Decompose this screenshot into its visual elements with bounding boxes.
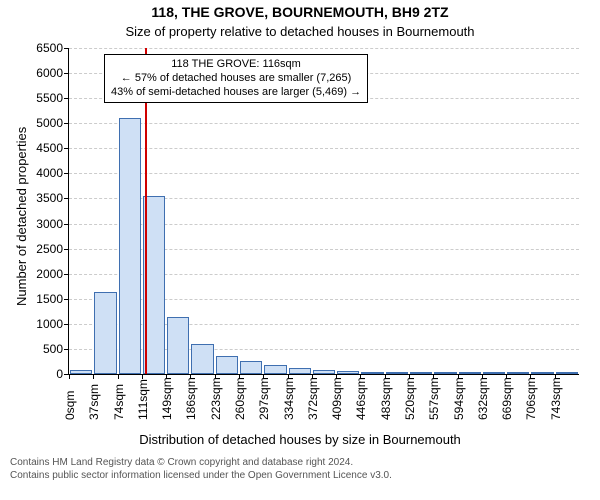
y-tick-label: 500 [43, 342, 69, 356]
histogram-bar [167, 317, 189, 374]
y-tick-label: 4000 [36, 166, 69, 180]
y-tick-label: 1000 [36, 317, 69, 331]
y-tick-label: 6000 [36, 66, 69, 80]
x-tick-label: 297sqm [257, 377, 271, 420]
histogram-bar [264, 365, 286, 374]
x-tick-label: 37sqm [87, 384, 101, 420]
histogram-bar [483, 372, 505, 374]
x-tick-label: 706sqm [524, 377, 538, 420]
x-tick-mark [93, 374, 94, 379]
x-tick-label: 223sqm [209, 377, 223, 420]
x-tick-label: 74sqm [112, 384, 126, 420]
histogram-bar [361, 372, 383, 374]
x-tick-label: 743sqm [549, 377, 563, 420]
footer-line: Contains HM Land Registry data © Crown c… [10, 456, 392, 469]
x-tick-label: 149sqm [160, 377, 174, 420]
histogram-bar [70, 370, 92, 375]
x-tick-mark [69, 374, 70, 379]
histogram-bar [313, 370, 335, 374]
annotation-line: ← 57% of detached houses are smaller (7,… [111, 72, 361, 86]
x-tick-label: 0sqm [63, 391, 77, 420]
y-tick-label: 2000 [36, 267, 69, 281]
chart-title: 118, THE GROVE, BOURNEMOUTH, BH9 2TZ [0, 4, 600, 20]
y-tick-label: 3000 [36, 217, 69, 231]
footer-text: Contains HM Land Registry data © Crown c… [10, 456, 392, 482]
x-tick-label: 409sqm [330, 377, 344, 420]
y-tick-label: 3500 [36, 191, 69, 205]
histogram-bar [337, 371, 359, 375]
x-tick-label: 594sqm [452, 377, 466, 420]
histogram-bar [556, 372, 578, 374]
x-tick-label: 446sqm [354, 377, 368, 420]
x-tick-label: 111sqm [136, 379, 150, 420]
x-tick-mark [118, 374, 119, 379]
y-tick-label: 5000 [36, 116, 69, 130]
histogram-bar [240, 361, 262, 374]
x-tick-label: 632sqm [476, 377, 490, 420]
x-tick-label: 260sqm [233, 377, 247, 420]
x-tick-label: 483sqm [379, 377, 393, 420]
histogram-bar [386, 372, 408, 374]
histogram-bar [459, 372, 481, 374]
y-tick-label: 2500 [36, 242, 69, 256]
histogram-bar [531, 372, 553, 374]
x-axis-label: Distribution of detached houses by size … [0, 432, 600, 447]
x-tick-label: 334sqm [282, 377, 296, 420]
chart-subtitle: Size of property relative to detached ho… [0, 24, 600, 39]
histogram-bar [289, 368, 311, 374]
histogram-bar [94, 292, 116, 374]
annotation-box: 118 THE GROVE: 116sqm ← 57% of detached … [104, 54, 368, 103]
histogram-bar [507, 372, 529, 374]
annotation-line: 118 THE GROVE: 116sqm [111, 58, 361, 72]
histogram-bar [191, 344, 213, 374]
y-tick-label: 6500 [36, 41, 69, 55]
y-tick-label: 1500 [36, 292, 69, 306]
x-tick-label: 520sqm [403, 377, 417, 420]
y-tick-label: 4500 [36, 141, 69, 155]
y-tick-label: 0 [56, 367, 69, 381]
histogram-bar [410, 372, 432, 374]
chart-container: 118, THE GROVE, BOURNEMOUTH, BH9 2TZ Siz… [0, 0, 600, 500]
x-tick-label: 669sqm [500, 377, 514, 420]
histogram-bar [434, 372, 456, 374]
footer-line: Contains public sector information licen… [10, 469, 392, 482]
histogram-bar [119, 118, 141, 374]
x-tick-label: 372sqm [306, 377, 320, 420]
x-tick-label: 557sqm [427, 377, 441, 420]
histogram-bar [216, 356, 238, 374]
annotation-line: 43% of semi-detached houses are larger (… [111, 86, 361, 100]
x-tick-label: 186sqm [184, 377, 198, 420]
y-tick-label: 5500 [36, 91, 69, 105]
y-axis-label: Number of detached properties [14, 127, 29, 306]
